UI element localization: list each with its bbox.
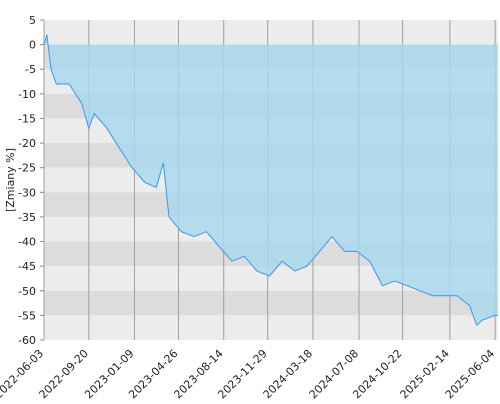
y-tick-label: -35: [18, 211, 36, 224]
area: [44, 34, 498, 326]
x-tick-label: 2025-06-04: [443, 347, 497, 400]
y-tick-label: -60: [18, 334, 36, 347]
y-tick-label: 0: [29, 39, 36, 52]
y-tick-label: -45: [18, 260, 36, 273]
band: [44, 290, 498, 316]
y-tick-label: -55: [18, 309, 36, 322]
band: [44, 315, 498, 340]
y-tick-label: -25: [18, 162, 36, 175]
y-tick-label: -30: [18, 186, 36, 199]
y-tick-label: -10: [18, 88, 36, 101]
y-axis-label: [Zmiany %]: [4, 148, 17, 212]
y-tick-label: 5: [29, 14, 36, 27]
y-tick-label: -50: [18, 285, 36, 298]
y-tick-label: -15: [18, 112, 36, 125]
y-tick-label: -20: [18, 137, 36, 150]
y-tick-label: -5: [25, 63, 36, 76]
band: [44, 20, 498, 45]
y-tick-label: -40: [18, 236, 36, 249]
line: [43, 34, 498, 327]
